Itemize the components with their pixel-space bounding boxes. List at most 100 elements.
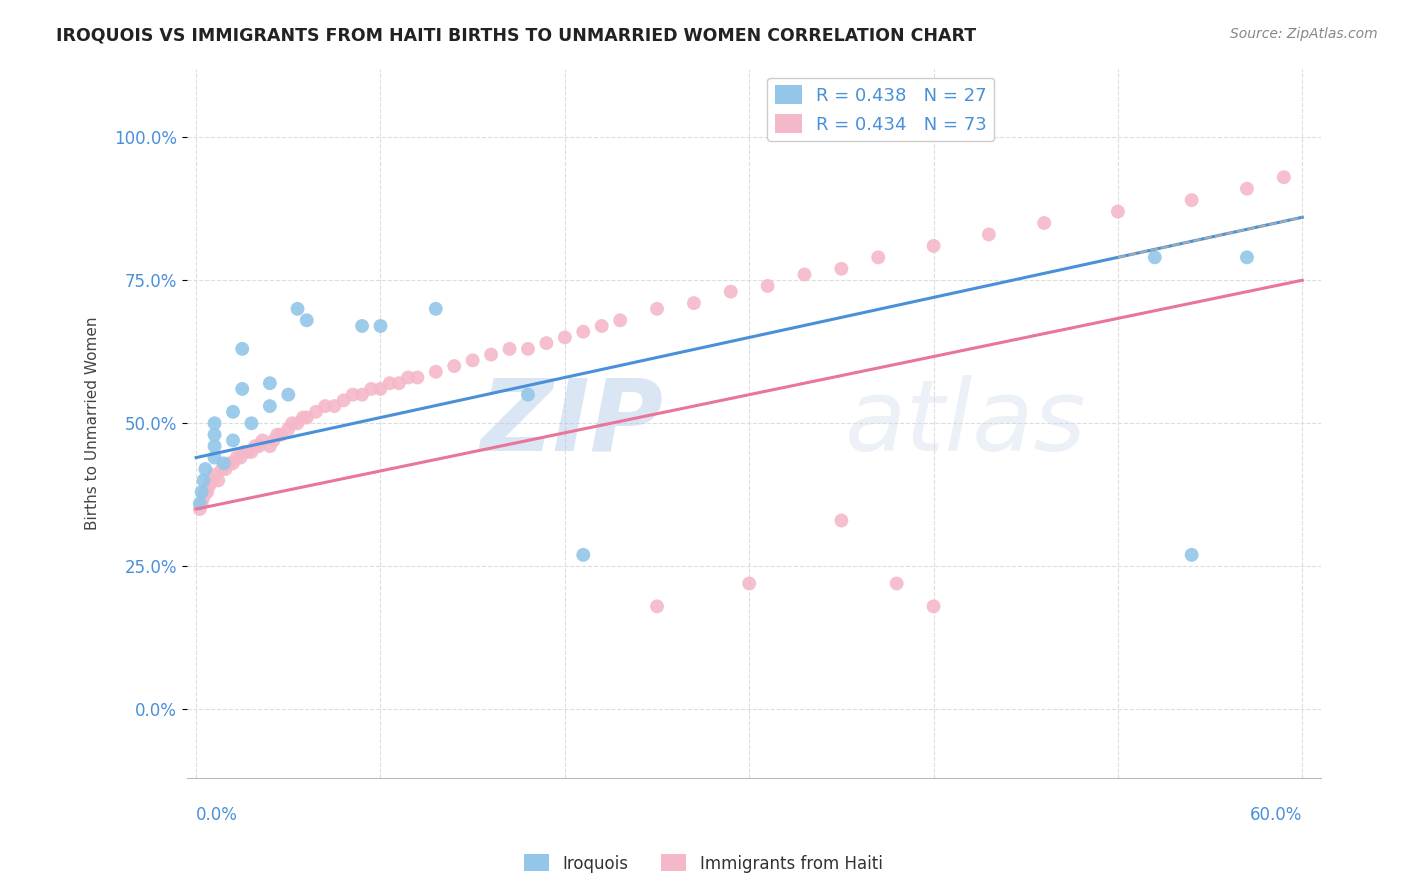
Point <box>378 376 401 391</box>
Point <box>332 393 354 408</box>
Point <box>591 318 613 333</box>
Point <box>977 227 1000 242</box>
Point <box>263 434 285 448</box>
Point <box>738 576 761 591</box>
Point <box>295 313 318 327</box>
Point <box>517 342 540 356</box>
Point <box>287 417 309 431</box>
Point <box>231 382 253 396</box>
Point <box>194 462 217 476</box>
Point <box>222 405 245 419</box>
Text: atlas: atlas <box>845 375 1085 472</box>
Point <box>922 239 945 253</box>
Point <box>609 313 631 327</box>
Point <box>212 456 235 470</box>
Y-axis label: Births to Unmarried Women: Births to Unmarried Women <box>86 317 100 530</box>
Text: IROQUOIS VS IMMIGRANTS FROM HAITI BIRTHS TO UNMARRIED WOMEN CORRELATION CHART: IROQUOIS VS IMMIGRANTS FROM HAITI BIRTHS… <box>56 27 976 45</box>
Point <box>793 268 815 282</box>
Point <box>193 491 215 505</box>
Point <box>352 387 374 401</box>
Point <box>222 456 245 470</box>
Point <box>360 382 382 396</box>
Point <box>233 445 256 459</box>
Point <box>645 301 668 316</box>
Point <box>388 376 411 391</box>
Point <box>190 484 212 499</box>
Point <box>683 296 706 310</box>
Point <box>204 467 226 482</box>
Point <box>287 301 309 316</box>
Point <box>225 450 247 465</box>
Point <box>200 474 222 488</box>
Point <box>645 599 668 614</box>
Point <box>479 348 502 362</box>
Point <box>425 301 447 316</box>
Point <box>190 496 212 510</box>
Point <box>1236 182 1258 196</box>
Point <box>259 439 281 453</box>
Point <box>218 456 240 470</box>
Point <box>323 399 346 413</box>
Point <box>1033 216 1056 230</box>
Text: Source: ZipAtlas.com: Source: ZipAtlas.com <box>1230 27 1378 41</box>
Point <box>1236 250 1258 264</box>
Point <box>204 439 226 453</box>
Point <box>188 496 211 510</box>
Point <box>295 410 318 425</box>
Point <box>425 365 447 379</box>
Point <box>720 285 742 299</box>
Point <box>231 342 253 356</box>
Legend: R = 0.438   N = 27, R = 0.434   N = 73: R = 0.438 N = 27, R = 0.434 N = 73 <box>768 78 994 141</box>
Legend: Iroquois, Immigrants from Haiti: Iroquois, Immigrants from Haiti <box>517 847 889 880</box>
Point <box>259 376 281 391</box>
Point <box>1272 170 1295 185</box>
Point <box>886 576 908 591</box>
Point <box>214 462 236 476</box>
Point <box>756 279 779 293</box>
Point <box>352 318 374 333</box>
Point <box>281 417 304 431</box>
Point <box>396 370 419 384</box>
Point <box>195 484 218 499</box>
Point <box>868 250 890 264</box>
Point <box>461 353 484 368</box>
Point <box>830 514 852 528</box>
Point <box>243 439 266 453</box>
Point <box>305 405 328 419</box>
Point <box>270 427 292 442</box>
Point <box>922 599 945 614</box>
Point <box>259 399 281 413</box>
Point <box>194 484 217 499</box>
Text: 0.0%: 0.0% <box>195 806 238 824</box>
Point <box>370 318 392 333</box>
Point <box>193 474 215 488</box>
Point <box>536 336 558 351</box>
Point <box>443 359 465 373</box>
Point <box>406 370 429 384</box>
Point <box>370 382 392 396</box>
Point <box>240 445 263 459</box>
Point <box>252 434 274 448</box>
Point <box>1107 204 1129 219</box>
Point <box>517 387 540 401</box>
Point <box>830 261 852 276</box>
Point <box>292 410 315 425</box>
Point <box>342 387 364 401</box>
Point <box>207 474 229 488</box>
Point <box>198 479 221 493</box>
Point <box>1181 548 1204 562</box>
Point <box>204 417 226 431</box>
Point <box>266 427 288 442</box>
Point <box>572 325 595 339</box>
Point <box>229 450 252 465</box>
Point <box>211 462 233 476</box>
Point <box>277 387 299 401</box>
Point <box>1181 193 1204 207</box>
Text: 60.0%: 60.0% <box>1250 806 1302 824</box>
Point <box>572 548 595 562</box>
Point <box>277 422 299 436</box>
Point <box>247 439 270 453</box>
Point <box>1143 250 1166 264</box>
Point <box>204 427 226 442</box>
Point <box>554 330 576 344</box>
